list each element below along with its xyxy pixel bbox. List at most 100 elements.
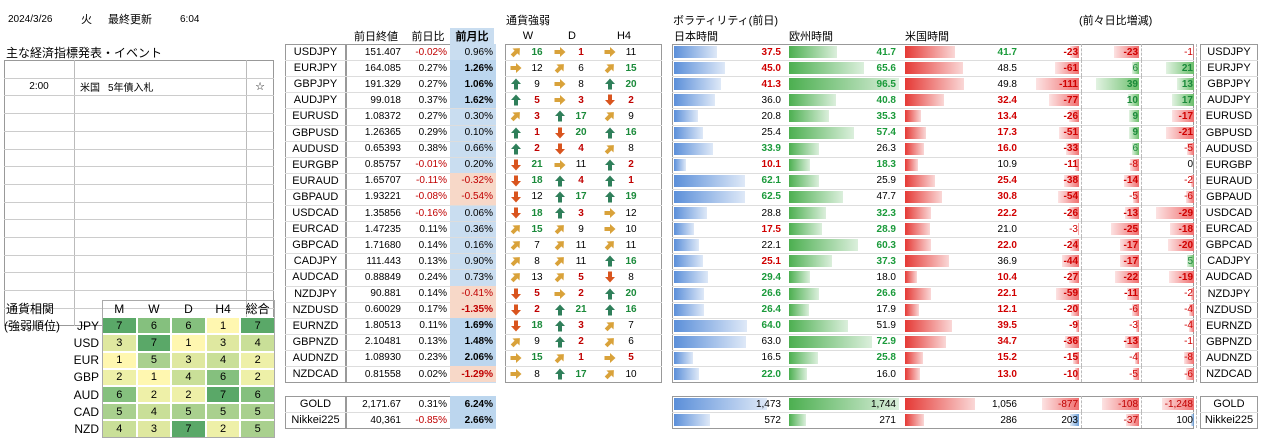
vol-value-us: 10.9 xyxy=(997,159,1017,171)
diff-bar-neg xyxy=(1058,190,1079,203)
pair-name-right: EURNZD xyxy=(1206,319,1252,332)
pair-day-change: -0.08% xyxy=(415,191,447,203)
trend-arrow-icon xyxy=(508,76,524,92)
pair-day-change: -0.16% xyxy=(415,207,447,219)
trend-count: 11 xyxy=(575,159,587,171)
vol-value-eu: 41.7 xyxy=(876,46,896,58)
diff-divider xyxy=(1196,221,1197,238)
corr-col-header: D xyxy=(184,301,193,316)
pair-close: 0.81558 xyxy=(364,368,401,380)
row-divider xyxy=(505,188,662,190)
diff-bar-neg xyxy=(1124,174,1139,187)
pair-name-right: GBPAUD xyxy=(1206,190,1252,203)
vol-value-eu: 51.9 xyxy=(876,320,896,332)
vol-bar-eu xyxy=(789,94,836,107)
diff-bar-neg xyxy=(1193,46,1194,59)
vol-value-eu: 26.3 xyxy=(876,143,896,155)
vol-value-us: 25.4 xyxy=(997,175,1017,187)
trend-count: 8 xyxy=(628,271,634,283)
vol-value-jp: 64.0 xyxy=(761,320,781,332)
row-divider xyxy=(1200,269,1258,271)
diff-value: -44 xyxy=(1063,255,1078,267)
corr-col-header: 総合 xyxy=(245,302,270,317)
trend-arrow-icon xyxy=(552,286,568,302)
pair-name: USDJPY xyxy=(293,46,338,59)
diff-divider xyxy=(1081,301,1082,318)
pair-name: NZDUSD xyxy=(292,303,339,316)
extra-name: GOLD xyxy=(299,398,332,410)
diff-divider xyxy=(1081,108,1082,125)
row-divider xyxy=(505,221,662,223)
diff-bar-neg xyxy=(1065,335,1079,348)
pair-name-right: EURUSD xyxy=(1205,110,1253,123)
pair-month-change: 1.48% xyxy=(450,333,496,350)
row-divider xyxy=(1200,76,1258,78)
row-divider xyxy=(285,108,346,110)
trend-count: 1 xyxy=(578,352,584,364)
row-divider xyxy=(1200,205,1258,206)
diff-divider xyxy=(1141,333,1142,350)
vol-value-us: 49.8 xyxy=(997,78,1017,90)
strength-frame xyxy=(505,44,662,384)
diff-value: 10 xyxy=(1126,94,1138,106)
vol-value-us: 12.1 xyxy=(997,304,1017,316)
pair-name-right: AUDCAD xyxy=(1205,271,1253,284)
extra-vol-jp: 1,473 xyxy=(755,398,781,410)
extra-vol-bar-jp xyxy=(674,414,710,426)
vol-bar-us xyxy=(905,94,944,107)
diff-bar-neg xyxy=(1064,174,1079,187)
vol-bar-jp xyxy=(674,319,747,332)
diff-value: -29 xyxy=(1178,207,1193,219)
vol-bar-jp xyxy=(674,46,717,59)
diff-value: -4 xyxy=(1129,352,1138,364)
trend-arrow-icon xyxy=(508,318,524,334)
row-divider xyxy=(1200,140,1258,142)
vol-value-eu: 96.5 xyxy=(876,78,896,90)
pair-month-change: -0.41% xyxy=(450,285,496,302)
pair-day-change: -0.11% xyxy=(416,175,447,187)
extra-diff-value: -1,248 xyxy=(1164,398,1193,410)
vol-bar-jp xyxy=(674,287,704,300)
diff-value: 6 xyxy=(1132,143,1138,155)
diff-divider xyxy=(1196,108,1197,125)
vol-bar-jp xyxy=(674,174,745,187)
row-divider xyxy=(505,333,662,335)
row-divider xyxy=(672,301,1194,303)
pair-month-change: 0.10% xyxy=(464,127,493,139)
diff-divider xyxy=(1141,124,1142,141)
row-divider xyxy=(346,237,496,239)
extra-vol-us: 286 xyxy=(1000,414,1017,426)
extra-close: 2,171.67 xyxy=(362,398,401,410)
trend-count: 17 xyxy=(575,191,587,203)
diff-divider xyxy=(1081,92,1082,109)
corr-cell: 7 xyxy=(136,334,172,352)
vol-bar-jp xyxy=(674,335,746,348)
trend-arrow-icon xyxy=(552,108,568,124)
diff-value: -4 xyxy=(1184,304,1193,316)
row-divider xyxy=(285,317,346,319)
pair-name: AUDJPY xyxy=(293,94,338,107)
trend-arrow-icon xyxy=(602,92,618,108)
vol-bar-eu xyxy=(789,190,843,203)
trend-arrow-icon xyxy=(508,60,524,76)
diff-bar-pos xyxy=(1128,94,1139,107)
pair-close: 1.08372 xyxy=(364,110,401,122)
pair-month-change: 0.96% xyxy=(464,46,493,58)
diff-value: -54 xyxy=(1063,191,1078,203)
extra-month-change: 2.66% xyxy=(450,412,496,428)
trend-count: 17 xyxy=(575,368,587,380)
pair-month-change: 0.06% xyxy=(464,207,493,219)
pair-name-right: GBPCAD xyxy=(1205,239,1253,252)
diff-bar-pos xyxy=(1096,78,1139,91)
trend-count: 11 xyxy=(625,46,637,58)
pair-name-right: NZDJPY xyxy=(1207,287,1251,300)
trend-arrow-icon xyxy=(508,269,524,285)
diff-divider xyxy=(1081,253,1082,270)
diff-value: -10 xyxy=(1063,368,1078,380)
diff-value: -6 xyxy=(1129,304,1138,316)
diff-value: -51 xyxy=(1063,127,1078,139)
corr-cell: 1 xyxy=(205,317,241,335)
vol-value-jp: 29.4 xyxy=(761,271,781,283)
diff-bar-neg xyxy=(1062,255,1079,268)
diff-divider xyxy=(1196,76,1197,93)
